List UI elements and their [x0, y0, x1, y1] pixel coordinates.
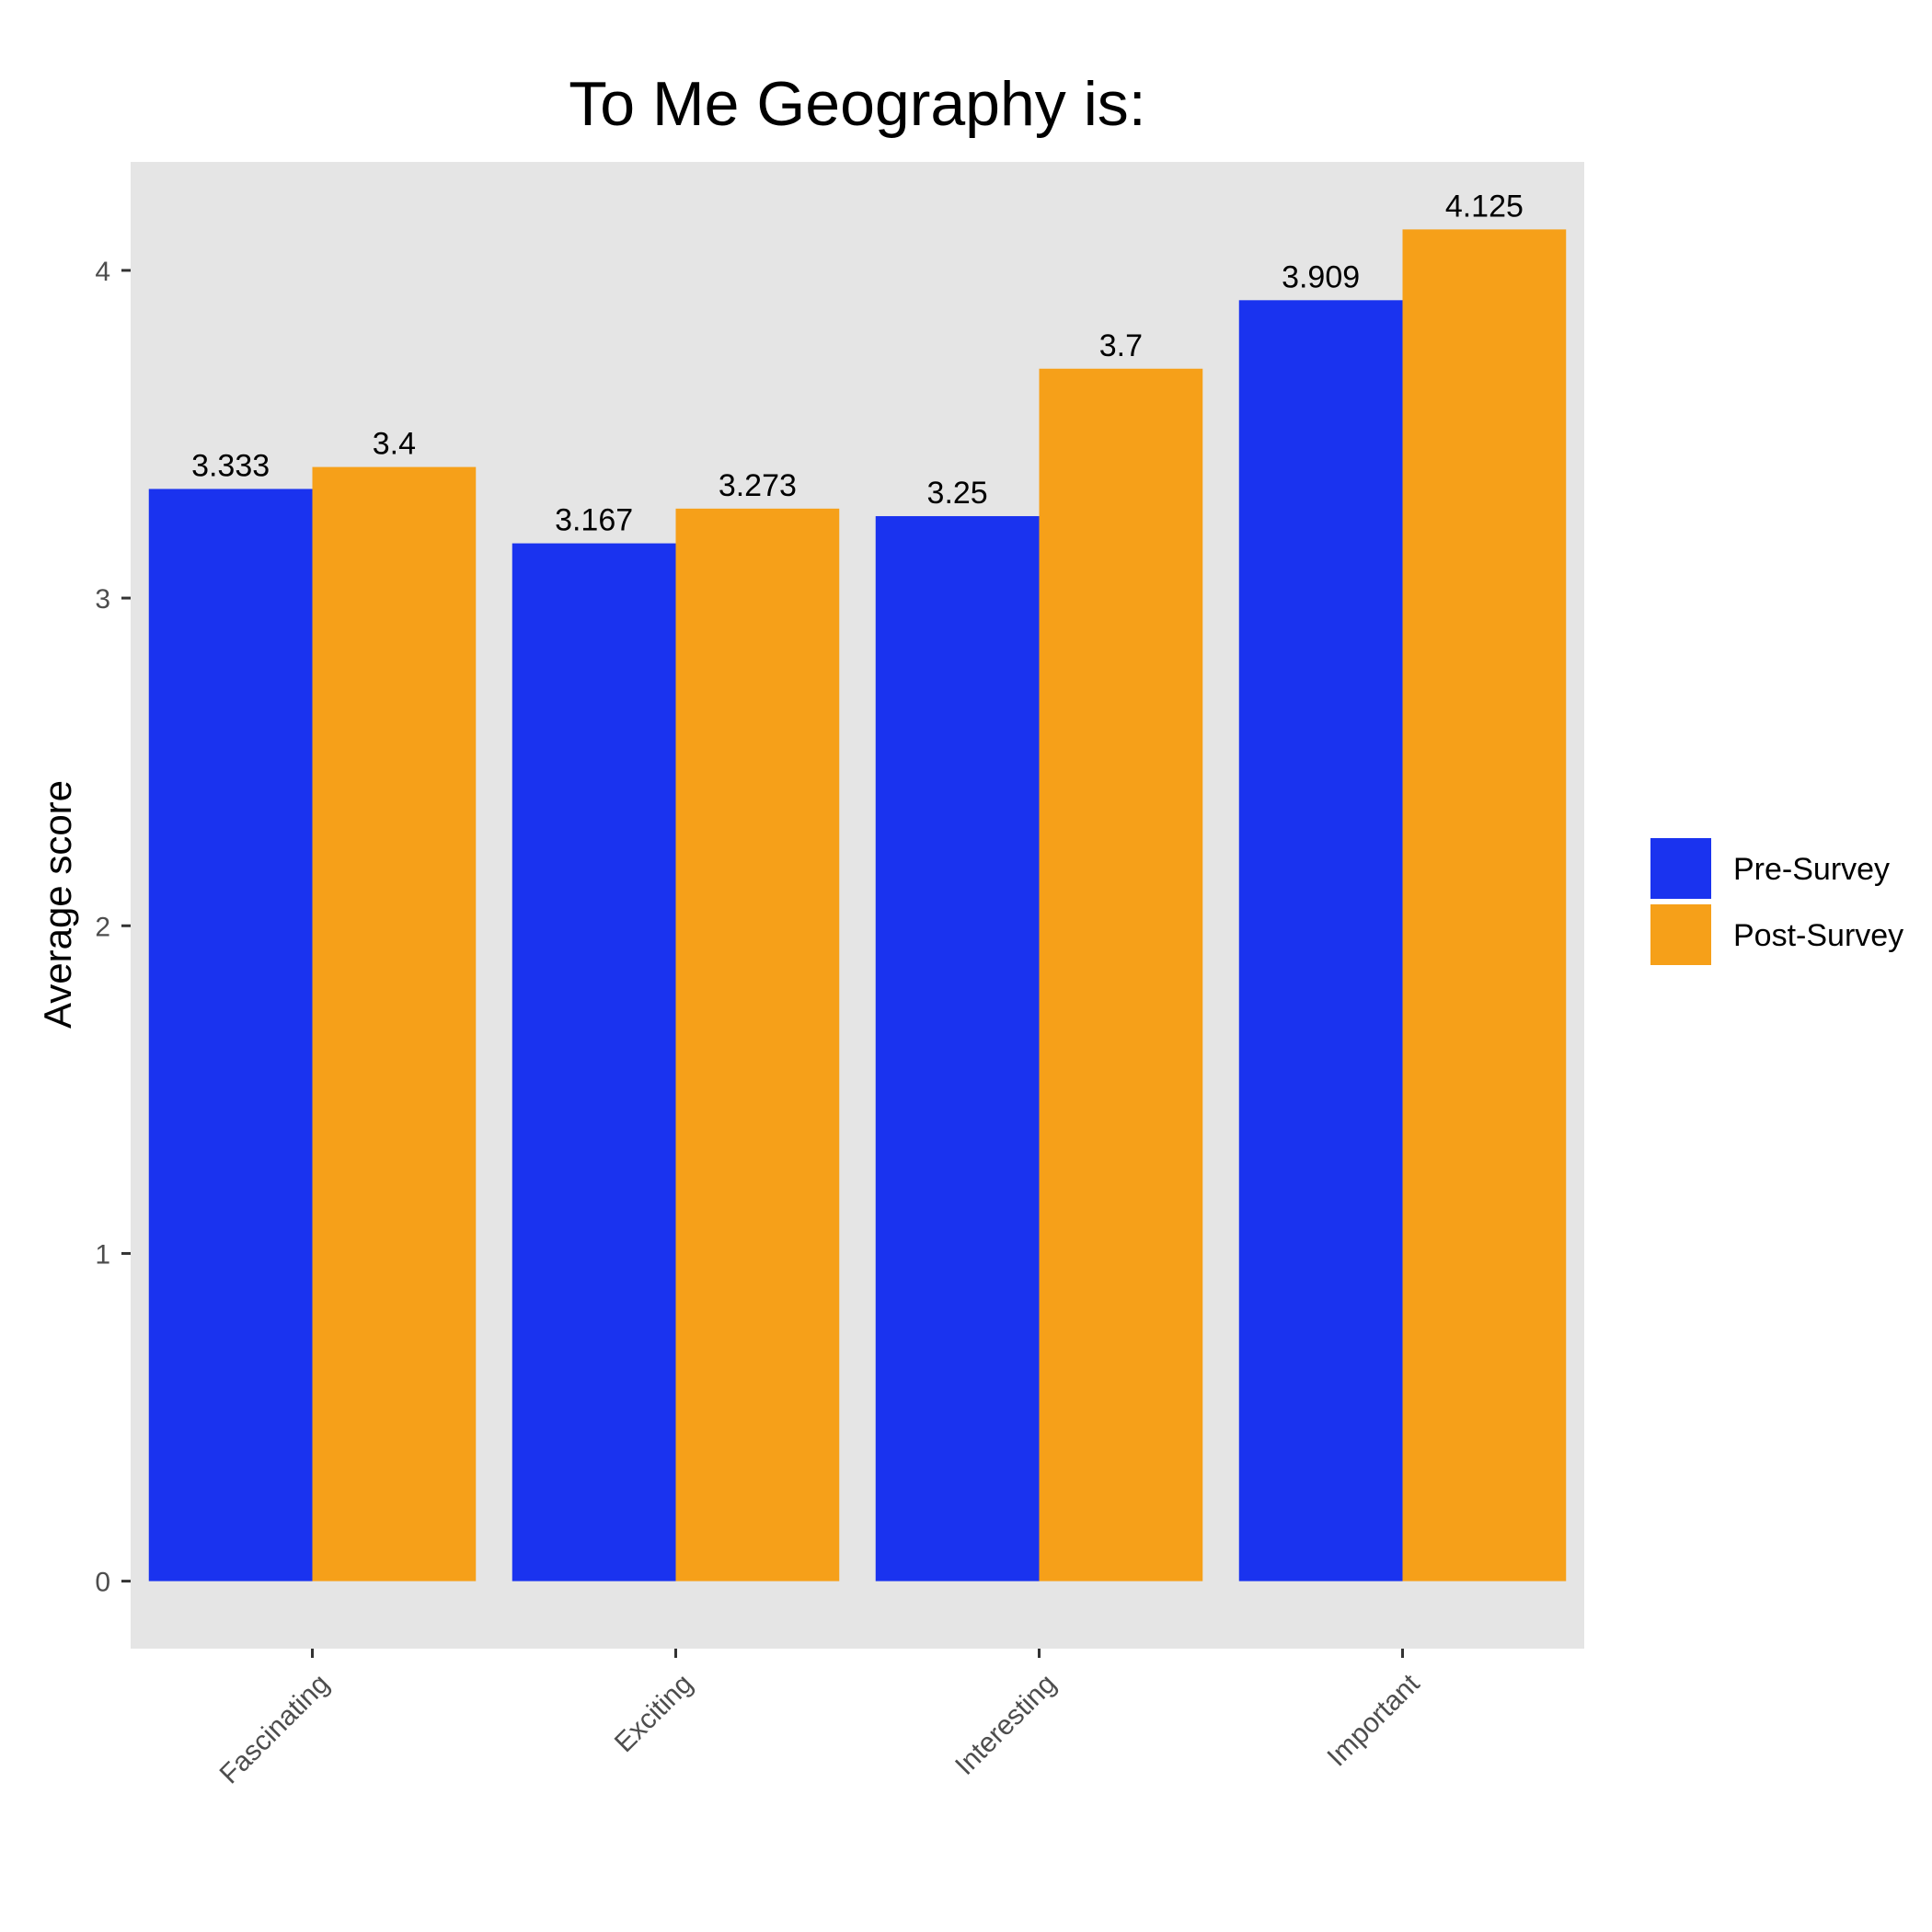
- bars: 3.333 3.4 3.167 3.273 3.25 3.7 3.909 4.125: [148, 189, 1567, 1581]
- y-axis: 0 1 2 3 4: [95, 257, 131, 1598]
- bar-value-label: 3.4: [373, 427, 416, 462]
- x-tick-label: Exciting: [609, 1669, 699, 1759]
- y-tick-label: 2: [95, 912, 110, 942]
- bar-pre-survey: [148, 489, 313, 1581]
- x-tick-label: Fascinating: [214, 1669, 336, 1790]
- y-tick-label: 1: [95, 1239, 110, 1270]
- bar-value-label: 3.167: [555, 503, 633, 538]
- bar-value-label: 4.125: [1445, 189, 1524, 224]
- chart-title: To Me Geography is:: [569, 69, 1145, 139]
- bar-post-survey: [1402, 229, 1567, 1581]
- y-axis-label: Average score: [36, 780, 79, 1029]
- bar-pre-survey: [1238, 300, 1403, 1581]
- y-tick-label: 3: [95, 584, 110, 615]
- bar-post-survey: [1039, 368, 1203, 1581]
- bar-pre-survey: [875, 516, 1040, 1581]
- y-tick-label: 4: [95, 257, 110, 287]
- legend-swatch-pre-survey: [1649, 836, 1713, 901]
- bar-value-label: 3.333: [191, 448, 270, 483]
- y-tick-label: 0: [95, 1568, 110, 1598]
- x-tick-label: Important: [1322, 1668, 1426, 1772]
- bar-post-survey: [312, 466, 477, 1581]
- bar-post-survey: [675, 508, 840, 1581]
- bar-value-label: 3.25: [927, 476, 988, 511]
- x-axis: Fascinating Exciting Interesting Important: [214, 1649, 1426, 1789]
- bar-pre-survey: [512, 543, 676, 1581]
- legend-swatch-post-survey: [1649, 903, 1713, 967]
- bar-value-label: 3.273: [719, 468, 797, 503]
- bar-value-label: 3.909: [1282, 259, 1360, 294]
- legend-label: Pre-Survey: [1733, 852, 1890, 887]
- x-tick-label: Interesting: [949, 1669, 1062, 1781]
- bar-value-label: 3.7: [1099, 328, 1143, 363]
- legend: Pre-Survey Post-Survey: [1649, 836, 1903, 967]
- legend-label: Post-Survey: [1733, 918, 1903, 953]
